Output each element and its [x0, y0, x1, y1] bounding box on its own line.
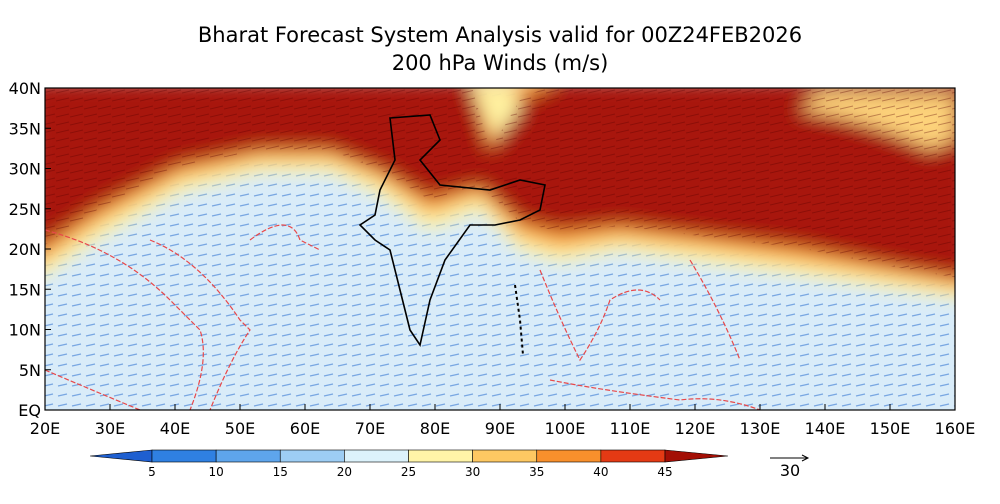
lon-tick-label: 110E	[610, 419, 651, 438]
colorbar-box	[279, 449, 345, 463]
lon-tick-label: 130E	[740, 419, 781, 438]
lat-tick-label: 40N	[9, 79, 41, 98]
colorbar-box	[344, 449, 409, 463]
lon-tick-label: 30E	[95, 419, 125, 438]
colorbar-label: 45	[657, 465, 672, 479]
lon-tick-label: 150E	[870, 419, 911, 438]
lon-tick-label: 100E	[545, 419, 586, 438]
lat-tick-label: EQ	[18, 401, 41, 420]
colorbar-box	[472, 449, 538, 463]
lon-tick-label: 140E	[805, 419, 846, 438]
lat-tick-label: 5N	[19, 361, 41, 380]
lon-tick-label: 90E	[485, 419, 515, 438]
lon-tick-label: 40E	[160, 419, 190, 438]
lon-tick-label: 80E	[420, 419, 450, 438]
colorbar-box	[151, 449, 217, 463]
wind-field	[45, 88, 955, 410]
lat-tick-label: 10N	[9, 321, 41, 340]
reference-arrowhead	[801, 454, 810, 462]
colorbar-label: 35	[529, 465, 544, 479]
colorbar-label: 25	[401, 465, 416, 479]
colorbar-box	[536, 449, 602, 463]
lon-tick-label: 60E	[290, 419, 320, 438]
colorbar-box	[215, 449, 281, 463]
title: Bharat Forecast System Analysis valid fo…	[198, 23, 802, 47]
lat-tick-label: 30N	[9, 160, 41, 179]
colorbar-box	[600, 449, 666, 463]
colorbar-label: 40	[593, 465, 608, 479]
lon-tick-label: 120E	[675, 419, 716, 438]
colorbar-label: 30	[465, 465, 480, 479]
lat-tick-label: 25N	[9, 200, 41, 219]
colorbar-high	[664, 449, 729, 463]
colorbar-low	[89, 449, 153, 463]
subtitle: 200 hPa Winds (m/s)	[392, 51, 609, 75]
lon-tick-label: 70E	[355, 419, 385, 438]
reference-label: 30	[780, 461, 800, 480]
lat-tick-label: 15N	[9, 280, 41, 299]
colorbar-box	[408, 449, 473, 463]
lon-tick-label: 160E	[935, 419, 976, 438]
lon-tick-label: 20E	[30, 419, 60, 438]
lon-tick-label: 50E	[225, 419, 255, 438]
colorbar-label: 10	[208, 465, 223, 479]
lat-tick-label: 20N	[9, 240, 41, 259]
lat-tick-label: 35N	[9, 119, 41, 138]
colorbar-label: 15	[273, 465, 288, 479]
colorbar-label: 20	[337, 465, 352, 479]
colorbar-label: 5	[148, 465, 156, 479]
